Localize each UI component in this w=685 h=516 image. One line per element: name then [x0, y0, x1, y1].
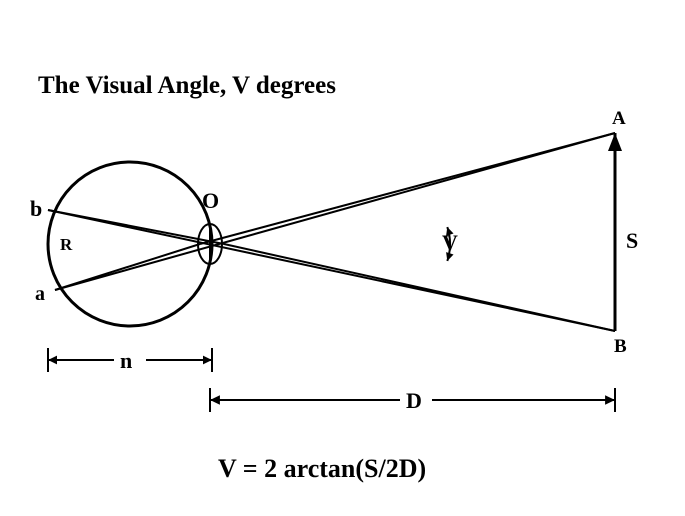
- label-B: B: [614, 336, 627, 357]
- label-a: a: [35, 283, 45, 305]
- label-V: V: [442, 230, 458, 255]
- diagram-svg: A B S Ob a R V Dn: [0, 0, 685, 516]
- formula-text: V = 2 arctan(S/2D): [218, 454, 426, 484]
- label-O: O: [202, 188, 219, 213]
- label-n: n: [120, 348, 132, 373]
- label-R: R: [60, 235, 73, 254]
- label-D: D: [406, 388, 422, 413]
- label-A: A: [612, 108, 626, 129]
- label-b: b: [30, 196, 42, 221]
- label-S: S: [626, 228, 638, 253]
